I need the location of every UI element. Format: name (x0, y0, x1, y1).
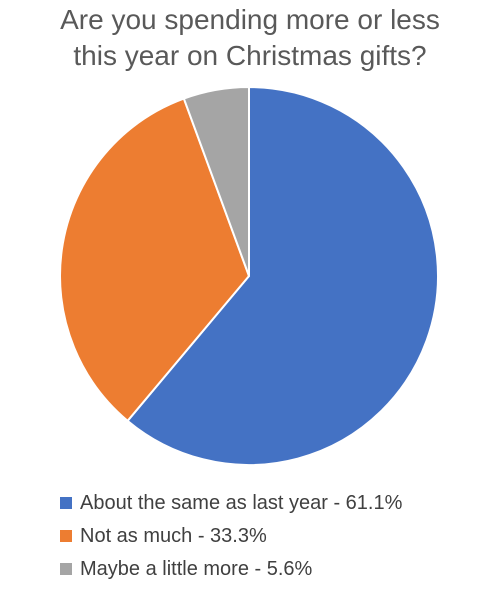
legend-item-same: About the same as last year - 61.1% (60, 486, 402, 519)
chart-title: Are you spending more or less this year … (0, 2, 500, 74)
pie-slice-little-more (182, 86, 250, 277)
legend-label-not-as-much: Not as much - 33.3% (80, 524, 267, 547)
legend-item-not-as-much: Not as much - 33.3% (60, 519, 402, 552)
chart-title-line-2: this year on Christmas gifts? (73, 40, 427, 71)
legend-label-little-more: Maybe a little more - 5.6% (80, 557, 313, 580)
legend-item-little-more: Maybe a little more - 5.6% (60, 552, 402, 585)
legend-swatch-not-as-much (60, 529, 72, 542)
legend-swatch-little-more (60, 562, 72, 575)
chart-title-line-1: Are you spending more or less (60, 4, 440, 35)
pie-slice-same (126, 86, 439, 466)
legend-swatch-same (60, 496, 72, 509)
chart-legend: About the same as last year - 61.1% Not … (60, 486, 402, 585)
legend-label-same: About the same as last year - 61.1% (80, 491, 403, 514)
pie-slice-not-as-much (59, 97, 250, 422)
